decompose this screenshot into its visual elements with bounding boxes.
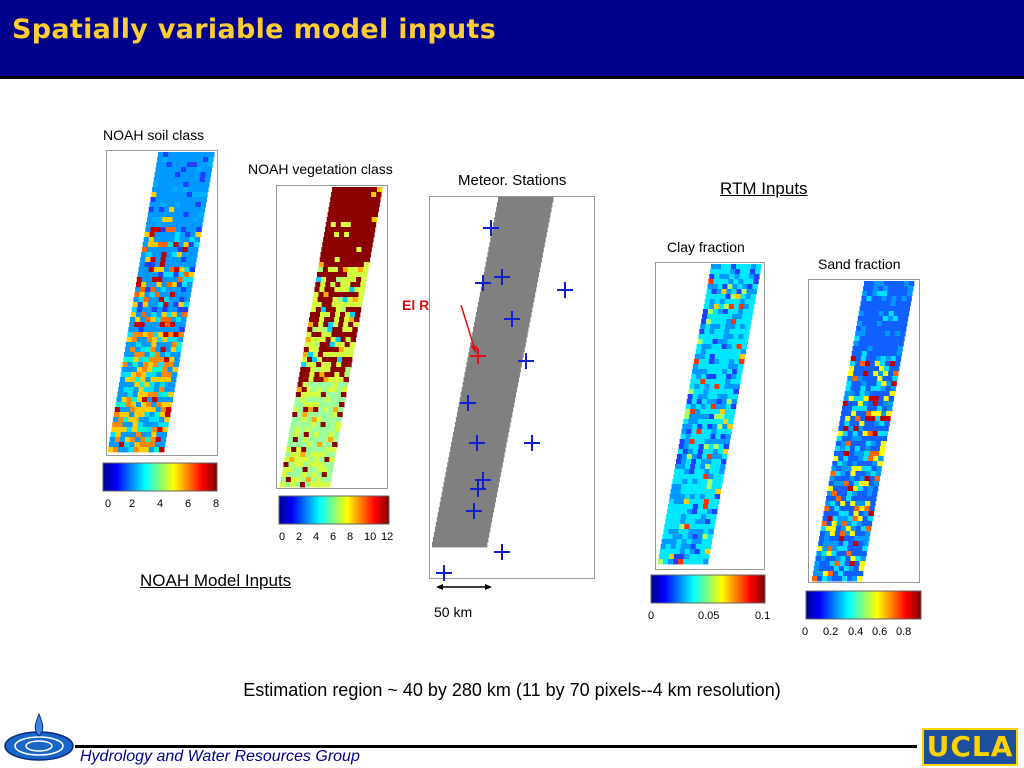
soil-colorbar: 0 2 4 6 8 <box>102 462 219 510</box>
stations-strip <box>432 197 554 548</box>
sand-tick: 0.6 <box>872 626 887 638</box>
clay-colorbar: 0 0.05 0.1 <box>648 574 770 622</box>
sand-panel-label: Sand fraction <box>818 256 901 272</box>
clay-panel-label: Clay fraction <box>667 239 745 255</box>
clay-strip <box>658 264 762 565</box>
soil-tick: 0 <box>105 498 111 510</box>
soil-strip <box>108 152 215 453</box>
sand-tick: 0.4 <box>848 626 863 638</box>
clay-tick: 0 <box>648 610 654 622</box>
stations-map <box>429 196 595 581</box>
sand-tick: 0.8 <box>896 626 911 638</box>
veg-class-map <box>276 185 388 489</box>
clay-colorbar-gradient <box>650 574 766 604</box>
stations-overlay <box>436 304 492 590</box>
clay-fraction-map <box>655 262 765 570</box>
veg-tick: 4 <box>313 531 319 543</box>
sand-colorbar: 0 0.2 0.4 0.6 0.8 <box>802 590 922 638</box>
el-reno-arrow <box>460 304 476 351</box>
sand-strip <box>812 281 915 582</box>
estimation-region-text: Estimation region ~ 40 by 280 km (11 by … <box>243 680 781 700</box>
soil-tick: 4 <box>157 498 163 510</box>
page-title: Spatially variable model inputs <box>12 14 497 45</box>
veg-tick: 8 <box>347 531 353 543</box>
veg-tick: 0 <box>279 531 285 543</box>
water-drop-logo-icon <box>4 712 74 761</box>
soil-tick: 8 <box>213 498 219 510</box>
soil-tick: 6 <box>185 498 191 510</box>
clay-tick: 0.1 <box>755 610 770 622</box>
veg-tick: 10 <box>364 531 376 543</box>
soil-colorbar-gradient <box>102 462 218 492</box>
soil-tick: 2 <box>129 498 135 510</box>
sand-tick: 0.2 <box>823 626 838 638</box>
soil-class-map <box>106 150 218 456</box>
sand-fraction-map <box>808 279 920 583</box>
clay-tick: 0.05 <box>698 610 719 622</box>
veg-tick: 6 <box>330 531 336 543</box>
veg-tick: 2 <box>296 531 302 543</box>
station-markers <box>436 220 573 581</box>
footer-divider <box>75 745 917 748</box>
sand-colorbar-gradient <box>805 590 922 620</box>
footer-group-name: Hydrology and Water Resources Group <box>80 748 360 765</box>
header-divider <box>0 76 1024 79</box>
rtm-inputs-heading: RTM Inputs <box>720 179 808 198</box>
veg-colorbar-gradient <box>278 495 390 525</box>
ucla-logo-icon: UCLA <box>922 728 1018 766</box>
scale-bar-right-arrow <box>485 584 492 590</box>
scale-bar-left-arrow <box>436 584 443 590</box>
veg-panel-label: NOAH vegetation class <box>248 161 393 177</box>
sand-tick: 0 <box>802 626 808 638</box>
veg-colorbar: 0 2 4 6 8 10 12 <box>278 495 393 543</box>
stations-panel-label: Meteor. Stations <box>458 172 567 189</box>
scale-bar-label: 50 km <box>434 604 473 620</box>
noah-inputs-heading: NOAH Model Inputs <box>140 571 292 590</box>
soil-panel-label: NOAH soil class <box>103 127 205 143</box>
veg-tick: 12 <box>381 531 393 543</box>
el-reno-arrowhead <box>470 345 477 354</box>
veg-strip <box>280 187 383 488</box>
header-bar <box>0 0 1024 76</box>
